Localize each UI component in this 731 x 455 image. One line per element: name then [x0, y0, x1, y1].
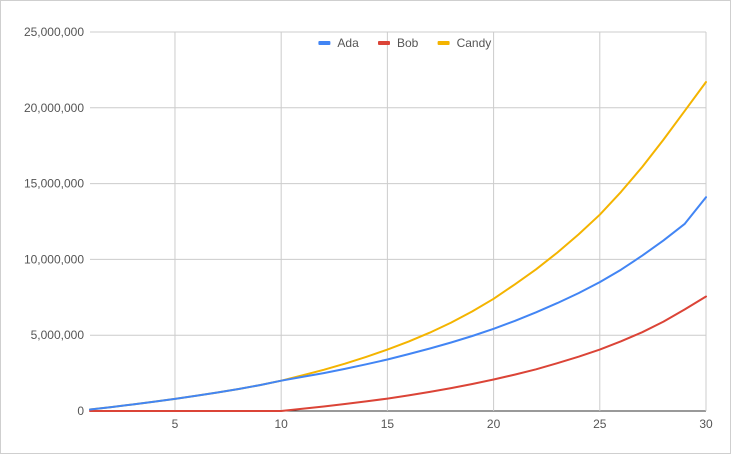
series-line-candy[interactable] — [89, 81, 707, 411]
grid-lines — [90, 31, 707, 412]
x-axis-tick-labels: 5 10 15 20 25 30 — [172, 417, 713, 431]
legend-label: Candy — [457, 36, 492, 50]
y-tick-label: 10,000,000 — [24, 252, 84, 266]
x-tick-label: 20 — [487, 417, 501, 431]
x-tick-label: 5 — [172, 417, 179, 431]
legend[interactable]: Ada Bob Candy — [318, 36, 491, 50]
legend-item-bob[interactable]: Bob — [378, 36, 419, 50]
legend-label: Ada — [337, 36, 359, 50]
legend-swatch — [378, 41, 390, 45]
y-tick-label: 25,000,000 — [24, 25, 84, 39]
y-axis-tick-labels: 0 5,000,000 10,000,000 15,000,000 20,000,000… — [24, 25, 84, 418]
series-line-bob[interactable] — [89, 295, 707, 412]
x-tick-label: 15 — [381, 417, 395, 431]
series-line-ada[interactable] — [89, 196, 707, 411]
legend-label: Bob — [397, 36, 419, 50]
x-tick-label: 10 — [274, 417, 288, 431]
y-tick-label: 20,000,000 — [24, 101, 84, 115]
x-tick-label: 30 — [699, 417, 713, 431]
series-lines — [89, 81, 707, 412]
legend-swatch — [318, 41, 331, 45]
legend-swatch — [437, 41, 450, 45]
x-tick-label: 25 — [593, 417, 607, 431]
y-tick-label: 0 — [77, 404, 84, 418]
legend-item-candy[interactable]: Candy — [437, 36, 492, 50]
y-tick-label: 5,000,000 — [31, 328, 85, 342]
y-tick-label: 15,000,000 — [24, 177, 84, 191]
legend-item-ada[interactable]: Ada — [318, 36, 359, 50]
